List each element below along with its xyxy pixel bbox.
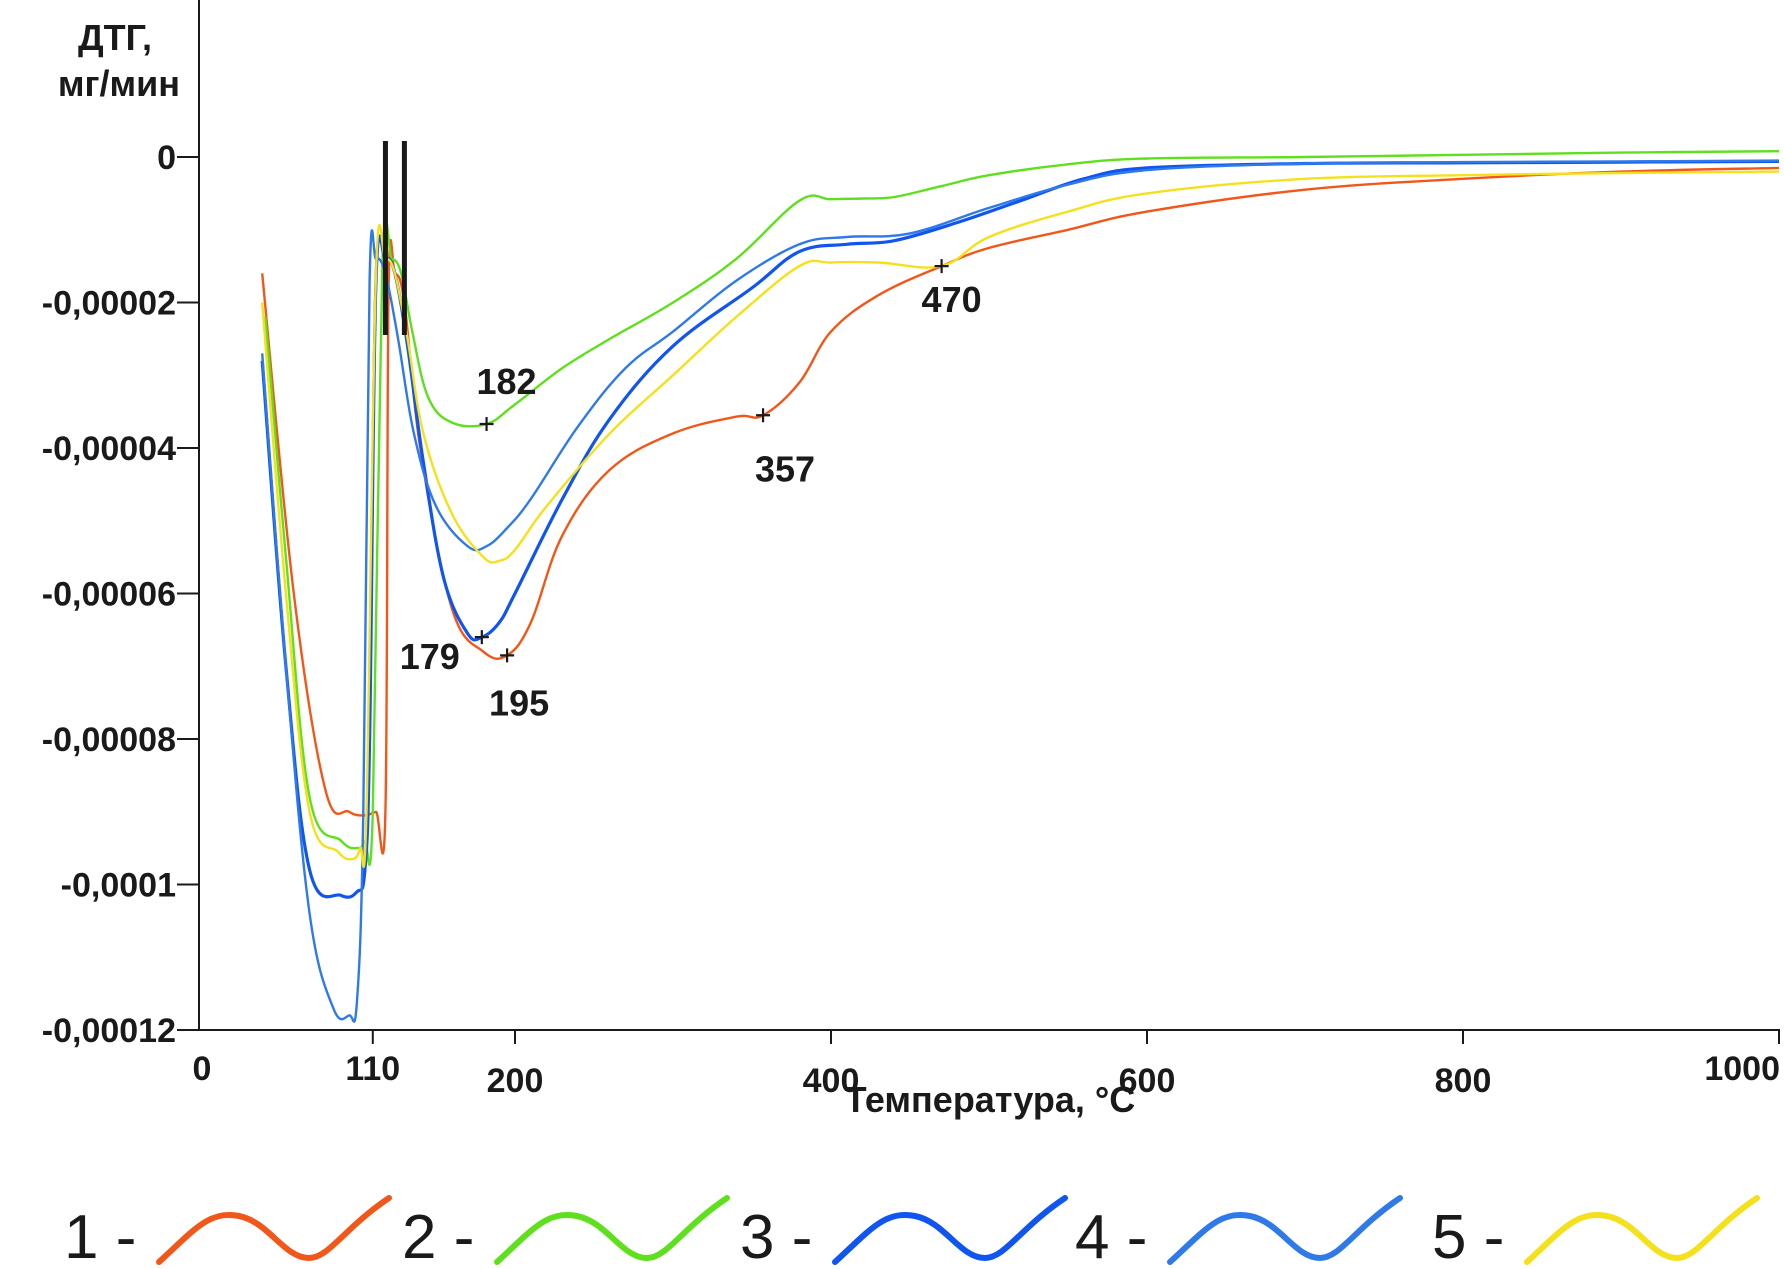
series-line-2 bbox=[264, 150, 1780, 866]
annotation-marker bbox=[474, 630, 489, 645]
y-tick-label: 0 bbox=[157, 139, 176, 177]
annotation-label: 182 bbox=[477, 361, 537, 402]
legend-swatch-1 bbox=[156, 1195, 392, 1265]
annotation-marker bbox=[934, 259, 949, 274]
legend-label-2: 2 - bbox=[402, 1203, 474, 1269]
legend-label-4: 4 - bbox=[1075, 1203, 1147, 1269]
annotation-label: 195 bbox=[489, 682, 549, 723]
x-tick-label: 800 bbox=[1435, 1062, 1492, 1100]
legend-label-5: 5 - bbox=[1432, 1203, 1504, 1269]
y-tick-label: -0,00012 bbox=[42, 1012, 176, 1050]
x-tick-label: 110 bbox=[345, 1050, 400, 1088]
series-line-1 bbox=[261, 166, 1780, 855]
y-axis-label-line2: мг/мин bbox=[58, 63, 180, 104]
x-tick-label: 1000 bbox=[1704, 1050, 1780, 1088]
x-axis-label: Температура, °С bbox=[845, 1079, 1136, 1120]
y-tick-label: -0,00008 bbox=[42, 721, 176, 759]
series-line-5 bbox=[261, 170, 1780, 869]
legend-label-3: 3 - bbox=[740, 1203, 812, 1269]
legend-swatch-5 bbox=[1524, 1195, 1760, 1265]
y-tick-label: -0,00002 bbox=[42, 285, 176, 323]
legend: 1 - 2 - 3 - 4 - 5 - bbox=[64, 1195, 1760, 1269]
x-tick-label: 600 bbox=[1119, 1062, 1176, 1100]
annotation-marker bbox=[479, 416, 494, 431]
legend-swatch-4 bbox=[1167, 1195, 1403, 1265]
y-tick-label: -0,00004 bbox=[42, 430, 176, 468]
annotation-label: 357 bbox=[755, 448, 815, 489]
annotation-marker bbox=[500, 648, 515, 663]
y-tick-label: -0,0001 bbox=[61, 867, 176, 905]
y-tick-label: -0,00006 bbox=[42, 576, 176, 614]
annotation-label: 179 bbox=[400, 636, 460, 677]
annotations: 182 179 195 357 470 bbox=[400, 259, 982, 723]
y-ticks: 0 -0,00002 -0,00004 -0,00006 -0,00008 -0,0001… bbox=[42, 139, 199, 1050]
annotation-marker bbox=[756, 408, 771, 423]
x-tick-label: 400 bbox=[803, 1062, 860, 1100]
series-line-4 bbox=[261, 159, 1780, 1023]
legend-swatch-3 bbox=[832, 1195, 1068, 1265]
annotation-label: 470 bbox=[922, 279, 982, 320]
x-tick-label: 200 bbox=[487, 1062, 544, 1100]
x-ticks: 0 110 200 400 600 800 1000 bbox=[193, 1030, 1780, 1100]
series-layer bbox=[260, 150, 1780, 1023]
x-tick-label: 0 bbox=[193, 1050, 212, 1088]
legend-label-1: 1 - bbox=[64, 1203, 136, 1269]
legend-swatch-2 bbox=[494, 1195, 730, 1265]
vertical-markers bbox=[382, 141, 407, 335]
y-axis-label-line1: ДТГ, bbox=[78, 17, 152, 58]
series-line-3 bbox=[260, 159, 1780, 899]
